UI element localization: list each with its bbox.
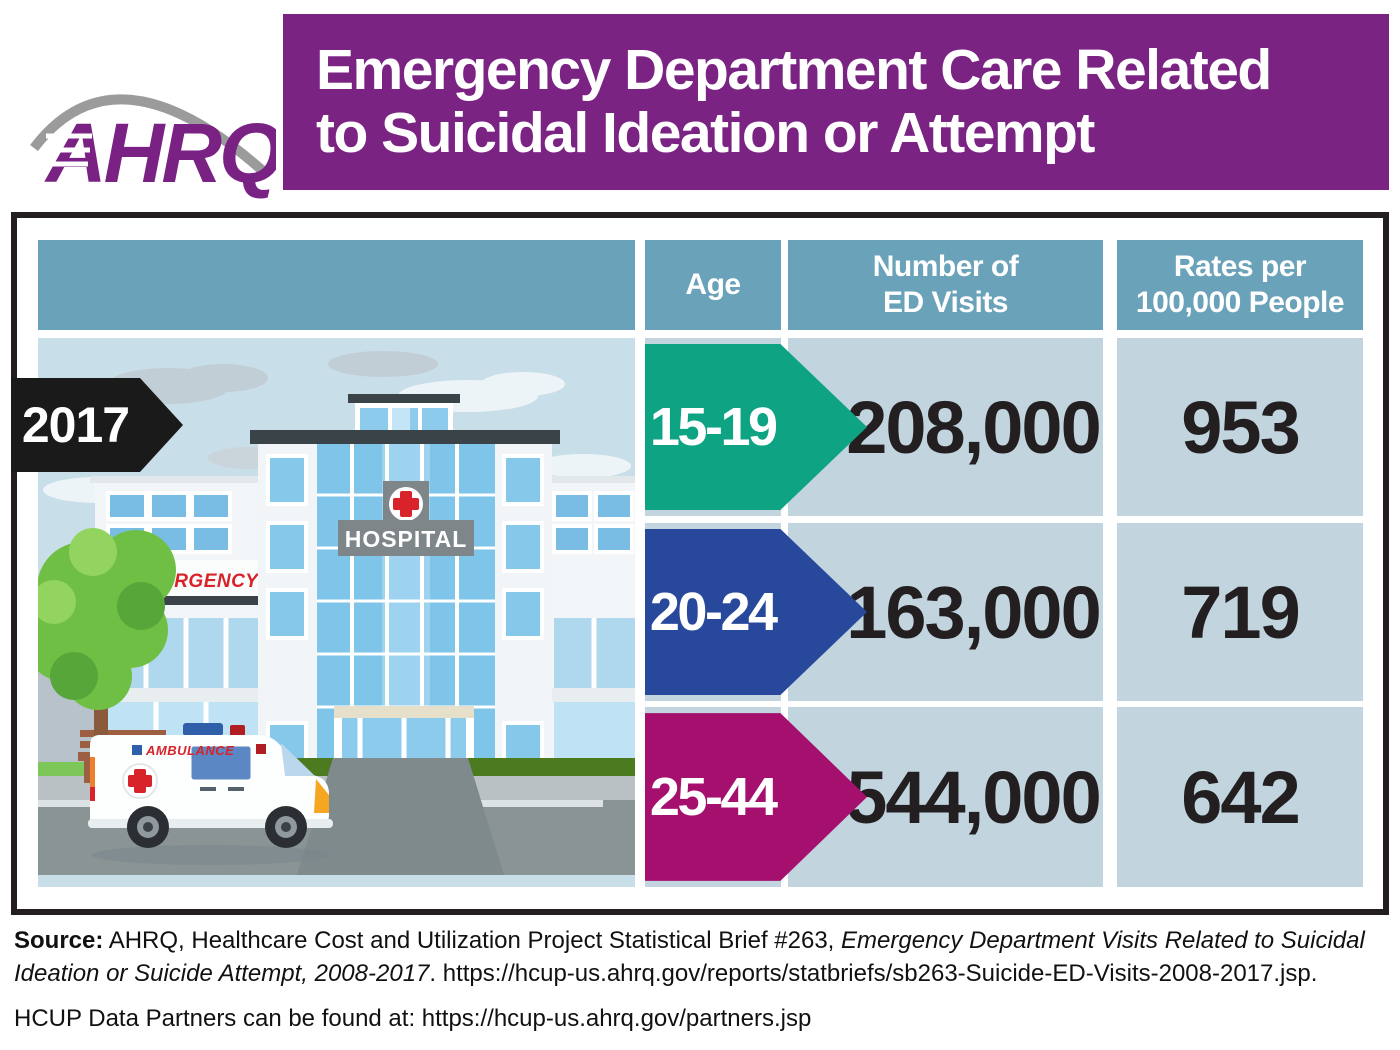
hospital-right-wing xyxy=(538,476,635,778)
ambulance-windshield xyxy=(281,743,315,776)
header-cell-visits: Number of ED Visits xyxy=(788,240,1103,330)
ambulance-headlight-icon xyxy=(314,779,329,813)
header-rates-line1: Rates per xyxy=(1173,250,1307,283)
hospital-scene: EMERGENCY xyxy=(38,338,635,887)
ambulance-lightbar-icon xyxy=(183,723,223,736)
age-arrow-label: 25-44 xyxy=(649,767,778,827)
infographic-frame: Age Number of ED Visits Rates per 100,00… xyxy=(11,212,1389,915)
ambulance-cross-icon xyxy=(128,769,152,793)
clouds-icon xyxy=(43,351,631,503)
ambulance-wheels xyxy=(127,806,307,848)
page-title-line2: to Suicidal Ideation or Attempt xyxy=(316,101,1095,165)
header-age-label: Age xyxy=(685,268,741,301)
source-label: Source: xyxy=(14,927,104,954)
visits-value: 544,000 xyxy=(846,755,1101,839)
source-note: Source: AHRQ, Healthcare Cost and Utiliz… xyxy=(14,924,1372,1035)
hospital-sign-label: HOSPITAL xyxy=(345,526,468,552)
header-visits-line1: Number of xyxy=(872,250,1019,283)
age-arrow-label: 15-19 xyxy=(649,397,778,457)
rate-value: 719 xyxy=(1181,570,1300,654)
ahrq-logo: AHRQ xyxy=(30,94,276,200)
ambulance: AMBULANCE xyxy=(88,723,333,865)
ambulance-label: AMBULANCE xyxy=(145,743,234,758)
rate-cell: 642 xyxy=(1117,707,1363,887)
logo-arc-icon xyxy=(30,94,268,176)
partners-line: HCUP Data Partners can be found at: http… xyxy=(14,1005,812,1032)
logo-text: AHRQ xyxy=(44,106,276,200)
rate-value: 953 xyxy=(1181,385,1300,469)
tree xyxy=(38,528,176,768)
header-cell-rates: Rates per 100,000 People xyxy=(1117,240,1363,330)
header-cell-blank xyxy=(38,240,635,330)
visits-value: 208,000 xyxy=(846,385,1101,469)
emergency-awning xyxy=(118,596,270,605)
rate-cell: 719 xyxy=(1117,523,1363,701)
title-banner: Emergency Department Care Related to Sui… xyxy=(283,14,1389,190)
logo-a-stripes xyxy=(42,133,92,167)
age-arrow-label: 20-24 xyxy=(649,582,778,642)
bottom-strip xyxy=(38,875,635,887)
source-text-italic: Emergency Department Visits Related to S… xyxy=(14,927,1365,987)
year-tag-label: 2017 xyxy=(21,397,130,453)
rate-cell: 953 xyxy=(1117,338,1363,516)
header-cell-age: Age xyxy=(645,240,781,330)
header-rates-line2: 100,000 People xyxy=(1135,286,1345,319)
page-title-line1: Emergency Department Care Related xyxy=(316,38,1272,102)
source-text-url: . https://hcup-us.ahrq.gov/reports/statb… xyxy=(429,960,1318,987)
red-cross-icon xyxy=(393,491,419,517)
visits-value: 163,000 xyxy=(846,570,1101,654)
source-line: Source: AHRQ, Healthcare Cost and Utiliz… xyxy=(14,924,1372,990)
source-text-regular: AHRQ, Healthcare Cost and Utilization Pr… xyxy=(103,927,842,954)
header-visits-line2: ED Visits xyxy=(882,286,1009,319)
ambulance-side-window xyxy=(188,743,254,783)
driveway xyxy=(297,758,504,875)
hospital-sign xyxy=(338,520,474,556)
rate-value: 642 xyxy=(1181,755,1300,839)
visits-cell: 208,000 xyxy=(788,338,1103,516)
